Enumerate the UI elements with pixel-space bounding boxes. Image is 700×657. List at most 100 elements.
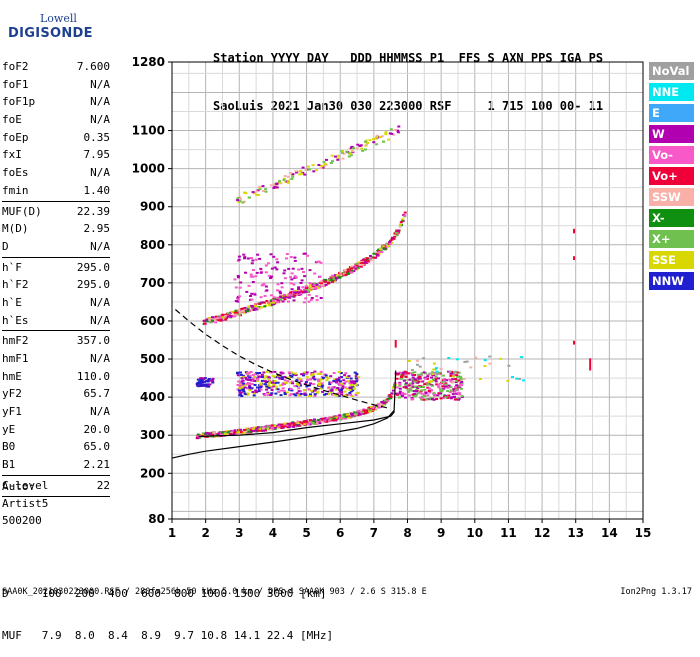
spread-f-echo xyxy=(297,384,301,387)
spread-f-echo xyxy=(349,380,353,383)
low-freq-echo xyxy=(199,377,203,380)
second-hop-echo xyxy=(218,319,221,322)
y-tick-label: 900 xyxy=(140,200,165,214)
param-value: 2.21 xyxy=(83,458,111,472)
spread-f-echo xyxy=(331,386,335,389)
spread-f-echo xyxy=(305,385,309,388)
f2-trace-echo xyxy=(302,420,306,423)
second-hop-echo xyxy=(221,319,225,322)
param-key: foF1p xyxy=(2,95,36,109)
f2-trace-echo xyxy=(246,428,250,431)
scattered-echo xyxy=(515,377,519,380)
second-hop-echo xyxy=(331,276,334,278)
spread-echo xyxy=(259,301,263,304)
f2-trace-echo xyxy=(269,428,273,431)
second-hop-echo xyxy=(233,311,237,314)
spread-echo xyxy=(294,276,298,279)
f2-trace-echo xyxy=(341,417,345,420)
oblique-echo xyxy=(432,398,436,401)
oblique-echo xyxy=(455,380,459,382)
spread-echo xyxy=(264,264,268,267)
spread-f-echo xyxy=(279,389,283,392)
scattered-echo xyxy=(483,365,487,367)
spread-echo xyxy=(293,256,297,259)
legend-item-vo-: Vo- xyxy=(649,146,694,164)
spread-echo xyxy=(290,272,294,275)
low-freq-echo xyxy=(211,381,215,384)
param-row: D N/A xyxy=(2,238,110,256)
second-hop-echo xyxy=(324,280,327,283)
spread-f-echo xyxy=(295,385,299,388)
f2-trace-echo xyxy=(292,422,296,425)
ionogram-chart: 1 2 3 4 5 6 7 8 9 10 11 12 13 14 158020030040050060070… xyxy=(132,55,652,540)
f2-trace-echo xyxy=(347,416,351,419)
third-hop-echo xyxy=(393,129,397,131)
param-value: N/A xyxy=(90,77,110,91)
spread-echo xyxy=(269,253,273,256)
f2-trace-echo xyxy=(378,403,382,406)
oblique-echo xyxy=(448,378,452,381)
second-hop-echo xyxy=(241,310,245,312)
third-hop-echo xyxy=(243,191,247,194)
third-hop-echo xyxy=(273,185,277,188)
spread-echo xyxy=(233,278,237,281)
spread-f-echo xyxy=(252,379,256,382)
f2-trace-echo xyxy=(276,426,280,429)
spread-f-echo xyxy=(313,389,317,392)
spread-f-echo xyxy=(268,385,272,388)
second-hop-echo xyxy=(214,315,218,318)
second-hop-echo xyxy=(282,296,286,299)
f2-trace-echo xyxy=(307,422,311,425)
oblique-echo xyxy=(402,379,406,382)
spread-echo xyxy=(238,286,242,289)
spread-echo xyxy=(236,300,240,303)
spread-f-echo xyxy=(294,374,298,377)
spread-f-echo xyxy=(268,381,272,384)
spread-echo xyxy=(307,293,311,296)
oblique-echo xyxy=(455,392,459,395)
spread-echo xyxy=(260,270,263,273)
x-tick-label: 10 xyxy=(466,526,483,540)
f2-trace-echo xyxy=(196,433,200,436)
spread-echo xyxy=(282,272,286,275)
spread-f-echo xyxy=(273,370,277,373)
oblique-echo xyxy=(439,392,443,395)
scattered-echo xyxy=(415,359,419,362)
third-hop-echo xyxy=(375,143,379,146)
spread-f-echo xyxy=(277,391,281,393)
second-hop-echo xyxy=(306,290,310,293)
oblique-echo xyxy=(414,394,418,397)
scattered-echo xyxy=(462,378,466,380)
spread-f-echo xyxy=(328,383,332,386)
oblique-echo xyxy=(411,382,415,385)
third-hop-echo xyxy=(397,125,401,128)
spread-echo xyxy=(251,281,255,283)
second-hop-echo xyxy=(244,311,248,314)
oblique-echo xyxy=(427,390,431,392)
oblique-echo xyxy=(430,376,433,379)
oblique-echo xyxy=(446,386,450,389)
spread-f-echo xyxy=(316,390,320,393)
spread-f-echo xyxy=(335,394,339,397)
logo-line-2: DIGISONDE xyxy=(8,26,93,41)
second-hop-echo xyxy=(213,319,217,322)
f2-trace-echo xyxy=(270,424,274,427)
f2-trace-echo xyxy=(392,386,396,389)
third-hop-echo xyxy=(329,162,333,164)
second-hop-echo xyxy=(313,282,317,285)
oblique-echo xyxy=(420,372,424,375)
second-hop-echo xyxy=(329,277,333,280)
second-hop-echo xyxy=(210,316,214,319)
oblique-echo xyxy=(422,386,425,388)
second-hop-echo xyxy=(361,263,365,266)
f2-trace-echo xyxy=(250,427,254,429)
oblique-echo xyxy=(404,396,407,399)
f2-trace-echo xyxy=(389,395,393,398)
spread-f-echo xyxy=(348,389,352,392)
oblique-echo xyxy=(394,392,398,395)
second-hop-echo xyxy=(225,317,229,319)
second-hop-echo xyxy=(255,308,259,311)
oblique-echo xyxy=(414,388,418,391)
f2-trace-echo xyxy=(285,424,289,427)
second-hop-echo xyxy=(376,253,380,256)
